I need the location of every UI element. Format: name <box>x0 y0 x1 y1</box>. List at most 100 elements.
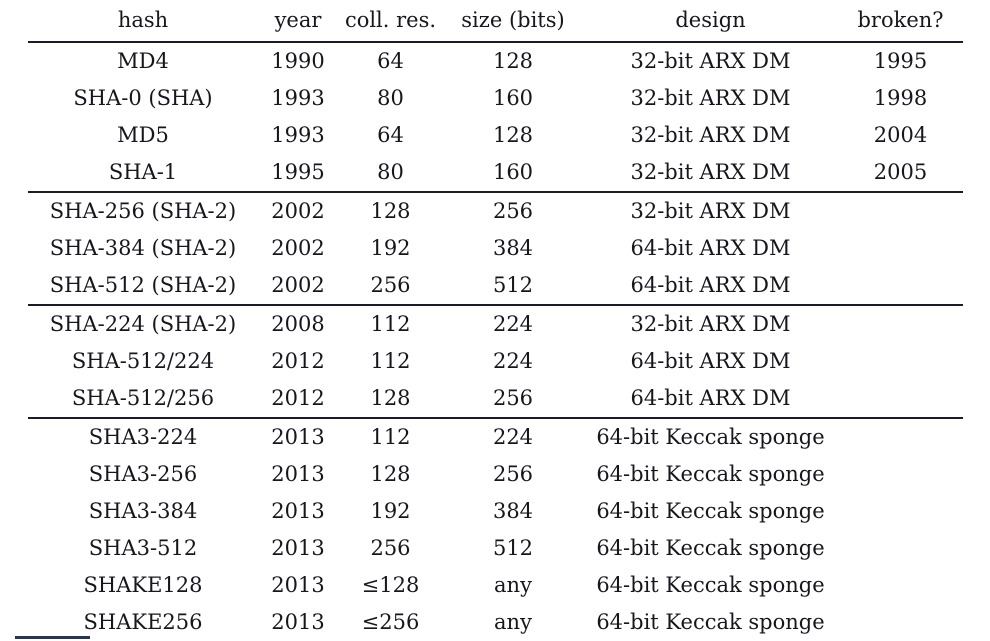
cell-design: 32-bit ARX DM <box>630 49 791 73</box>
cell-design: 32-bit ARX DM <box>630 123 791 147</box>
cell-size: 160 <box>492 160 534 184</box>
cell-design: 64-bit Keccak sponge <box>583 417 838 456</box>
cell-size: 128 <box>492 123 534 147</box>
cell-year: 1993 <box>271 123 325 147</box>
table-row: MD4 1990 64 128 32-bit ARX DM 1995 <box>28 42 963 80</box>
cell-collres: 256 <box>370 536 411 560</box>
bottom-rule-fragment <box>15 636 90 639</box>
cell-design: 32-bit ARX DM <box>630 86 791 110</box>
col-header-year: year <box>258 0 338 43</box>
cell-year: 1995 <box>271 160 325 184</box>
table-row: SHA-0 (SHA) 1993 80 160 32-bit ARX DM 19… <box>28 80 963 117</box>
cell-broken <box>838 456 963 493</box>
cell-year: 2013 <box>271 499 325 523</box>
cell-size: 256 <box>492 386 534 410</box>
cell-hash: SHA3-224 <box>28 417 258 456</box>
cell-design: 64-bit Keccak sponge <box>596 462 825 486</box>
cell-size: 128 <box>492 49 534 73</box>
table-row: MD5 1993 64 128 32-bit ARX DM 2004 <box>28 117 963 154</box>
cell-broken <box>838 604 963 641</box>
table-row: SHA-512/224 2012 112 224 64-bit ARX DM <box>28 343 963 380</box>
table-row: SHA3-512 2013 256 512 64-bit Keccak spon… <box>28 530 963 567</box>
cell-hash: SHA3-256 <box>88 462 198 486</box>
cell-size: 256 <box>492 462 534 486</box>
table-row: SHA-256 (SHA-2) 2002 128 256 32-bit ARX … <box>28 191 963 230</box>
col-header-hash: hash <box>28 0 258 43</box>
cell-size: 512 <box>492 536 534 560</box>
cell-hash: SHA-512 (SHA-2) <box>49 273 237 297</box>
cell-hash: SHA-384 (SHA-2) <box>49 236 237 260</box>
cell-broken: 1998 <box>873 86 928 110</box>
cell-hash: MD5 <box>117 123 169 147</box>
col-header-design: design <box>583 0 838 43</box>
cell-size: 224 <box>443 417 583 456</box>
cell-collres: 64 <box>377 49 404 73</box>
cell-year: 2008 <box>258 304 338 343</box>
cell-collres: 128 <box>370 386 411 410</box>
cell-design: 64-bit Keccak sponge <box>596 573 825 597</box>
header-row: hash year coll. res. size (bits) design … <box>28 0 963 43</box>
table-row: SHA-224 (SHA-2) 2008 112 224 32-bit ARX … <box>28 304 963 343</box>
cell-hash: SHA-512/224 <box>71 349 215 373</box>
cell-design: 32-bit ARX DM <box>630 160 791 184</box>
cell-broken <box>838 191 963 230</box>
cell-collres: 192 <box>370 499 411 523</box>
cell-size: any <box>494 573 532 597</box>
cell-year: 2012 <box>271 349 325 373</box>
cell-design: 64-bit Keccak sponge <box>596 499 825 523</box>
cell-size: 384 <box>492 236 534 260</box>
cell-year: 2012 <box>271 386 325 410</box>
cell-year: 2013 <box>271 573 325 597</box>
cell-year: 2013 <box>258 417 338 456</box>
cell-design: 32-bit ARX DM <box>583 304 838 343</box>
cell-collres: 192 <box>370 236 411 260</box>
cell-collres: 128 <box>338 191 443 230</box>
table-row: SHA-384 (SHA-2) 2002 192 384 64-bit ARX … <box>28 230 963 267</box>
cell-hash: SHA3-384 <box>88 499 198 523</box>
cell-year: 2013 <box>271 462 325 486</box>
cell-size: 224 <box>443 304 583 343</box>
cell-hash: SHA-0 (SHA) <box>73 86 213 110</box>
col-header-collres: coll. res. <box>338 0 443 43</box>
cell-design: 64-bit Keccak sponge <box>596 536 825 560</box>
table-row: SHA-512/256 2012 128 256 64-bit ARX DM <box>28 380 963 418</box>
cell-collres: 80 <box>377 86 404 110</box>
table-row: SHA3-256 2013 128 256 64-bit Keccak spon… <box>28 456 963 493</box>
cell-broken <box>838 380 963 418</box>
cell-collres: 112 <box>338 417 443 456</box>
cell-hash: MD4 <box>117 49 169 73</box>
cell-year: 1993 <box>271 86 325 110</box>
cell-broken <box>838 304 963 343</box>
cell-year: 2002 <box>258 191 338 230</box>
cell-collres: ≤256 <box>361 610 420 634</box>
table-row: SHAKE256 2013 ≤256 any 64-bit Keccak spo… <box>28 604 963 641</box>
table-row: SHAKE128 2013 ≤128 any 64-bit Keccak spo… <box>28 567 963 604</box>
cell-broken <box>838 530 963 567</box>
cell-collres: 80 <box>377 160 404 184</box>
hash-functions-table: hash year coll. res. size (bits) design … <box>28 0 963 641</box>
cell-collres: ≤128 <box>361 573 420 597</box>
cell-size: 384 <box>492 499 534 523</box>
cell-broken <box>838 567 963 604</box>
cell-collres: 112 <box>338 304 443 343</box>
cell-design: 64-bit ARX DM <box>630 349 791 373</box>
table-row: SHA3-224 2013 112 224 64-bit Keccak spon… <box>28 417 963 456</box>
cell-broken <box>838 417 963 456</box>
cell-size: 512 <box>492 273 534 297</box>
cell-broken <box>838 493 963 530</box>
cell-year: 1990 <box>271 49 325 73</box>
cell-hash: SHA-224 (SHA-2) <box>28 304 258 343</box>
cell-design: 64-bit ARX DM <box>630 386 791 410</box>
cell-broken: 1995 <box>873 49 928 73</box>
table-row: SHA-512 (SHA-2) 2002 256 512 64-bit ARX … <box>28 267 963 305</box>
cell-collres: 256 <box>370 273 411 297</box>
cell-hash: SHAKE256 <box>83 610 203 634</box>
cell-hash: SHA-256 (SHA-2) <box>28 191 258 230</box>
cell-design: 32-bit ARX DM <box>583 191 838 230</box>
cell-size: 160 <box>492 86 534 110</box>
cell-hash: SHA3-512 <box>88 536 198 560</box>
cell-size: any <box>494 610 532 634</box>
cell-year: 2002 <box>271 273 325 297</box>
col-header-broken: broken? <box>838 0 963 43</box>
cell-hash: SHA-1 <box>108 160 178 184</box>
